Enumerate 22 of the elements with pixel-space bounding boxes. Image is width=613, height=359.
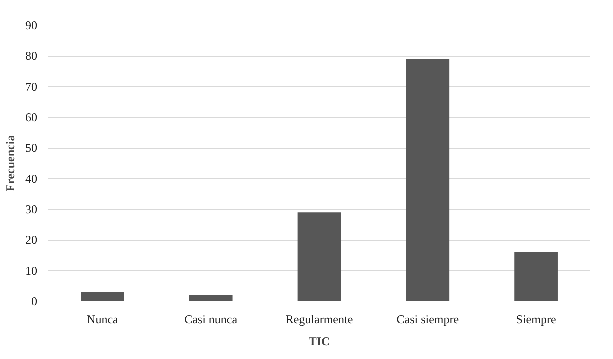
y-tick-label: 50 — [26, 141, 38, 156]
x-tick-label: Casi siempre — [396, 312, 460, 326]
y-tick-label: 90 — [26, 18, 38, 32]
y-tick-label: 10 — [26, 264, 38, 278]
y-tick-label: 70 — [26, 80, 38, 94]
y-tick-label: 80 — [26, 49, 38, 64]
x-tick-label: Casi nunca — [184, 312, 238, 326]
bar — [406, 59, 450, 302]
y-tick-label: 0 — [32, 294, 38, 308]
x-axis-title: TIC — [308, 334, 330, 348]
y-tick-label: 40 — [26, 172, 38, 186]
y-axis-title: Frecuencia — [4, 135, 18, 192]
bar — [81, 292, 124, 302]
bar — [189, 295, 233, 302]
bar — [298, 212, 342, 302]
y-tick-label: 60 — [26, 110, 38, 124]
y-tick-label: 30 — [26, 202, 38, 216]
y-tick-label: 20 — [26, 233, 38, 248]
x-tick-label: Regularmente — [286, 312, 354, 326]
x-tick-label: Siempre — [516, 312, 556, 326]
bar — [514, 252, 558, 302]
x-tick-label: Nunca — [87, 312, 120, 326]
